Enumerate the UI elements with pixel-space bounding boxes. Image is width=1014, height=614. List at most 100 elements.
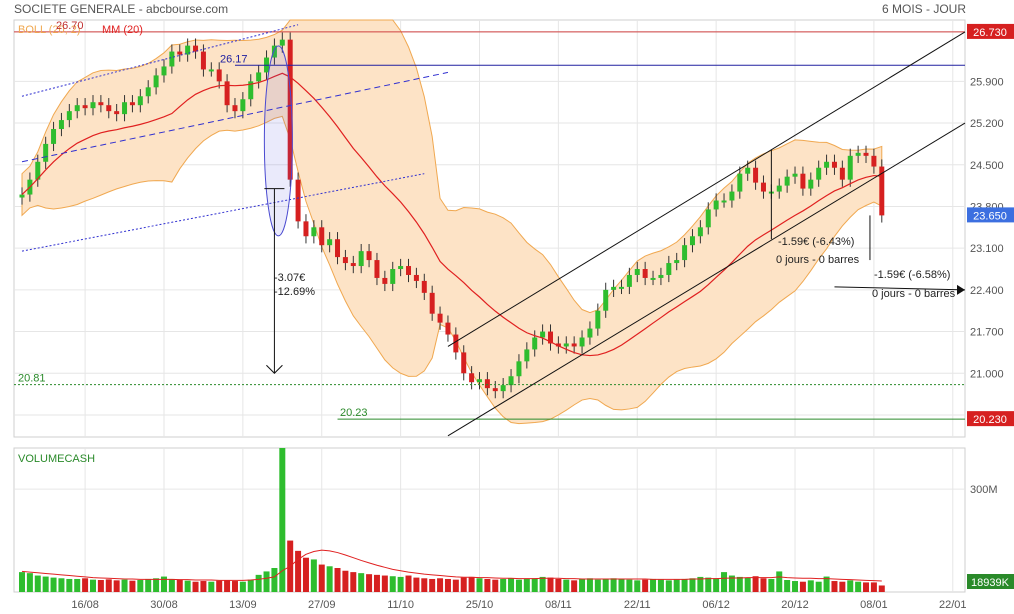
candle-body: [421, 280, 427, 293]
volume-bar: [224, 580, 231, 592]
volume-bar: [82, 578, 89, 592]
candle-body: [689, 236, 695, 246]
candle-body: [642, 269, 648, 278]
candle-body: [658, 274, 664, 278]
volume-bar: [19, 572, 25, 592]
volume-bar: [342, 570, 349, 592]
candle-body: [721, 200, 727, 203]
volume-bar: [681, 578, 688, 592]
label-20-23: 20.23: [340, 407, 368, 419]
volume-bar: [429, 578, 436, 592]
volume-bar: [705, 577, 712, 592]
y-tick-label: 25.200: [970, 118, 1004, 130]
uptrend-channel-upper: [447, 31, 966, 347]
candle-body: [792, 173, 798, 177]
volume-bar: [239, 581, 246, 592]
axes: 16/08 30/08 13/09 27/09 11/10 25/10 08/11 22/11…: [71, 23, 1014, 611]
volume-bar: [413, 577, 420, 592]
candle-body: [808, 179, 814, 189]
volume-bar: [89, 579, 96, 592]
volume-bar: [476, 578, 483, 592]
candle-body: [51, 129, 57, 144]
volume-bar: [184, 580, 191, 592]
candle-body: [745, 167, 751, 174]
x-tick-label: 25/10: [466, 599, 494, 611]
candle-body: [697, 227, 703, 237]
legend-volume: VOLUMECASH: [18, 453, 95, 465]
badge-top: 26.730: [973, 27, 1007, 39]
volume-bar: [381, 575, 388, 592]
volume-bar: [66, 578, 73, 592]
volume-bar: [263, 571, 270, 592]
candle-body: [863, 152, 869, 156]
candle-body: [232, 105, 238, 112]
badge-top-bg: [967, 23, 1014, 39]
candle-body: [58, 120, 64, 130]
volume-bar: [634, 580, 641, 592]
x-tick-label: 13/09: [229, 599, 257, 611]
chart-period: 6 MOIS - JOUR: [881, 2, 966, 16]
candle-body: [90, 102, 96, 109]
candle-body: [666, 263, 672, 275]
candle-body: [413, 274, 419, 281]
volume-bar: [255, 574, 262, 592]
volume-panel-frame: [13, 447, 966, 593]
candle-body: [82, 105, 88, 109]
volume-bar: [97, 580, 104, 592]
legend-moving-average: MM (20): [102, 24, 143, 36]
volume-bar: [523, 578, 530, 592]
y-tick-label: 25.900: [970, 76, 1004, 88]
volume-bar: [484, 578, 491, 592]
volume-bar: [350, 572, 357, 592]
candle-body: [19, 194, 25, 198]
candle-body: [145, 87, 151, 97]
volume-bar: [34, 575, 41, 592]
volume-bar: [50, 577, 57, 592]
candle-body: [129, 102, 135, 106]
volume-bar: [736, 576, 743, 592]
badge-bottom-bg: [967, 411, 1014, 427]
y-tick-label: 21.700: [970, 327, 1004, 339]
candle-body: [650, 277, 656, 280]
candle-body: [524, 349, 530, 362]
volume-bar: [208, 581, 215, 592]
candle-body: [153, 75, 159, 88]
x-tick-label: 27/09: [308, 599, 336, 611]
candle-body: [737, 173, 743, 192]
volume-bar: [105, 579, 112, 592]
candle-body: [555, 343, 561, 347]
volume-bar: [760, 578, 767, 592]
volume-bar: [784, 580, 791, 592]
candle-body: [335, 239, 341, 258]
candle-body: [366, 251, 372, 261]
candle-body: [563, 343, 569, 347]
volume-bar: [531, 578, 538, 592]
candle-body: [279, 39, 285, 46]
candle-body: [847, 155, 853, 180]
candle-body: [327, 239, 333, 246]
volume-bar: [547, 577, 554, 592]
measure1-value-label: -1.59€ (-6.43%): [778, 236, 854, 248]
volume-bar: [579, 578, 586, 592]
volume-bar: [839, 581, 846, 592]
volume-bar: [460, 577, 467, 592]
volume-bar: [121, 579, 128, 592]
candle-body: [871, 155, 877, 167]
volume-bar: [555, 578, 562, 592]
volume-bar: [594, 579, 601, 592]
volume-bar: [515, 579, 522, 592]
measure1-bars-label: 0 jours - 0 barres: [776, 254, 860, 266]
badge-volume-bg: [967, 574, 1014, 589]
candle-body: [626, 274, 632, 287]
badge-volume: 18939K: [971, 577, 1010, 589]
candle-body: [161, 66, 167, 76]
volume-bar: [602, 578, 609, 592]
volume-bar: [160, 576, 167, 592]
candle-body: [784, 176, 790, 186]
candle-body: [35, 161, 41, 180]
volume-bar: [650, 578, 657, 592]
measure2-arrow: [834, 286, 966, 291]
candle-body: [469, 373, 475, 383]
blue-channel-line: [21, 173, 425, 252]
volume-bar: [539, 576, 546, 592]
